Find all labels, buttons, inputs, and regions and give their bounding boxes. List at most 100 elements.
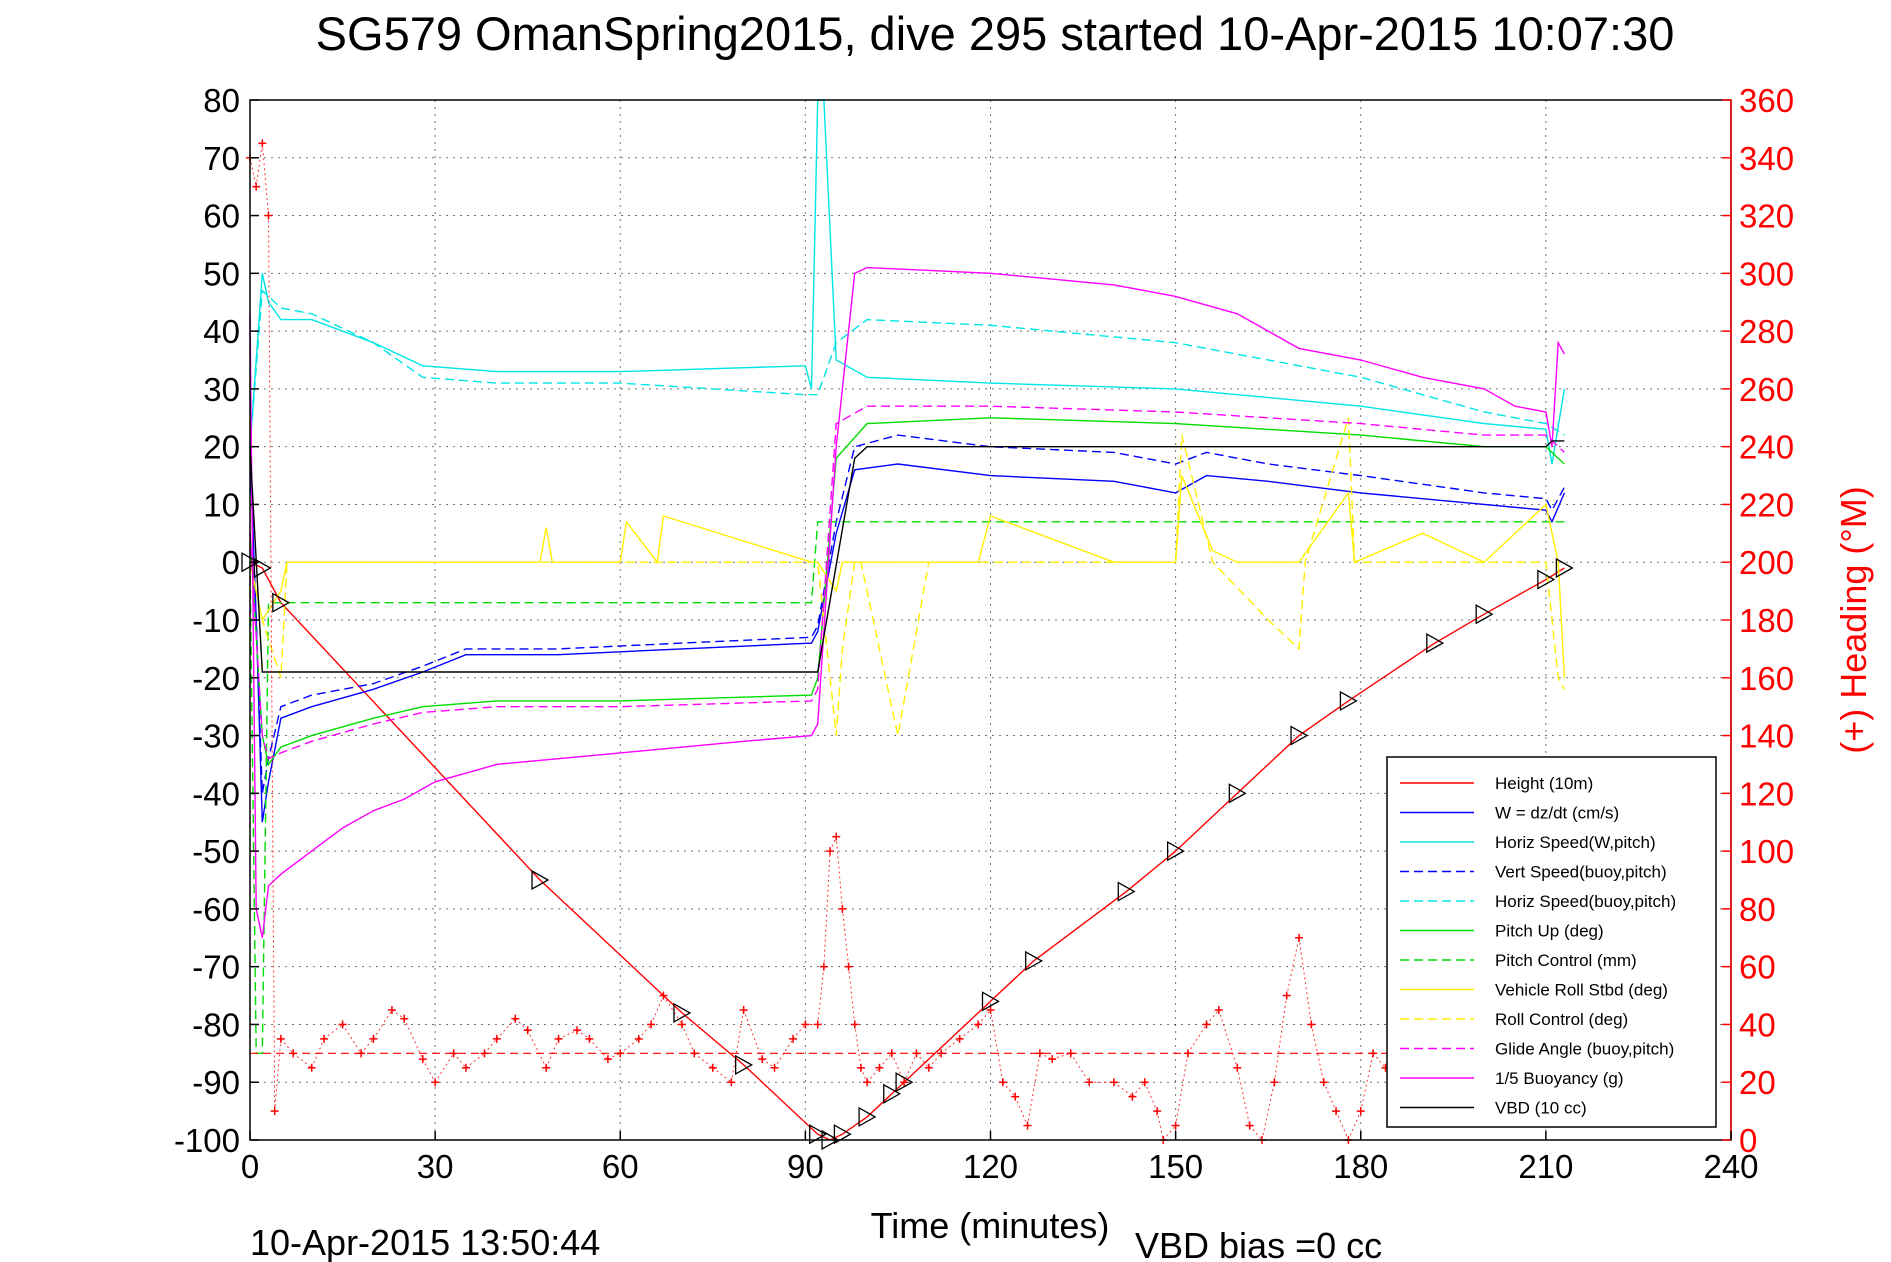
heading-point [1319,1078,1337,1112]
heading-point [542,1038,560,1072]
y-tick-label: -60 [192,891,240,928]
heading-point [603,1052,621,1064]
legend-label: 1/5 Buoyancy (g) [1495,1069,1624,1088]
y-right-tick-label: 280 [1739,313,1794,350]
heading-point [276,1034,294,1054]
y-axis-right-label: (+) Heading (°M) [1833,486,1874,753]
x-tick-label: 210 [1518,1148,1573,1185]
heading-point [511,1014,529,1031]
heading-point [647,995,664,1029]
heading-point [1140,1078,1158,1112]
height-marker [1426,632,1445,654]
legend-box [1386,756,1717,1128]
y-tick-label: -70 [192,949,240,986]
heading-point [320,1024,343,1043]
y-tick-label: -80 [192,1006,240,1043]
heading-point [1023,1053,1041,1130]
x-tick-label: 60 [602,1148,639,1185]
y-tick-label: 80 [203,82,240,119]
x-tick-label: 150 [1148,1148,1203,1185]
x-tick-label: 180 [1333,1148,1388,1185]
legend-label: Pitch Up (deg) [1495,922,1604,941]
footer-timestamp: 10-Apr-2015 13:50:44 [250,1222,600,1262]
heading-point [573,1026,590,1040]
heading-point [1214,1006,1238,1068]
height-marker [981,991,1000,1012]
heading-point [246,153,257,187]
heading-point [863,1067,880,1087]
heading-point [523,1026,547,1068]
heading-point [1183,1024,1207,1058]
heading-point [1307,1020,1325,1083]
heading-point [1153,1107,1164,1141]
heading-point [1245,1121,1263,1141]
y-right-tick-label: 0 [1739,1122,1757,1159]
heading-point [387,1006,405,1020]
height-marker [895,1072,914,1093]
heading-point [690,1049,714,1069]
heading-point [813,966,825,1029]
y-tick-label: -10 [192,602,240,639]
series-line-9 [249,405,1565,760]
legend-label: Horiz Speed(W,pitch) [1495,833,1656,852]
heading-point [826,836,837,856]
height-marker [1475,604,1494,625]
heading-point [634,1024,652,1043]
series-line-8 [249,417,1566,736]
heading-point [1171,1053,1189,1130]
y-right-tick-label: 180 [1739,602,1794,639]
x-axis-label: Time (minutes) [871,1205,1110,1246]
heading-point [554,1029,578,1043]
height-marker [809,1124,828,1145]
heading-point [585,1034,609,1060]
heading-point [1109,1078,1133,1098]
heading-point [1128,1081,1146,1101]
height-marker [1117,881,1136,902]
heading-point [252,143,263,191]
y-right-tick-label: 360 [1739,82,1794,119]
height-marker [1555,557,1574,579]
y-right-tick-label: 120 [1739,775,1794,812]
heading-point [844,962,856,1025]
y-right-tick-label: 260 [1739,371,1794,408]
heading-point [659,991,683,1025]
x-tick-label: 0 [241,1148,259,1185]
heading-point [1295,933,1312,1025]
heading-point [887,1049,905,1083]
height-marker [883,1083,902,1104]
heading-point [770,1038,794,1072]
height-marker [1228,783,1247,804]
heading-point [727,1009,745,1087]
legend-label: VBD (10 cc) [1495,1099,1587,1118]
footer-vbd-bias: VBD bias =0 cc [1135,1225,1382,1262]
heading-point [912,1049,930,1069]
heading-series [246,139,1563,1144]
legend-label: Vert Speed(buoy,pitch) [1495,863,1667,882]
legend-label: W = dz/dt (cm/s) [1495,804,1619,823]
y-right-tick-label: 200 [1739,544,1794,581]
series-line-1 [249,446,1566,823]
heading-point [900,1053,917,1087]
y-tick-label: -90 [192,1064,240,1101]
heading-point [986,1006,1004,1083]
height-marker [1290,725,1309,746]
height-marker [1339,690,1358,712]
heading-point [1356,1053,1374,1116]
heading-point [1270,995,1288,1087]
chart-title: SG579 OmanSpring2015, dive 295 started 1… [316,7,1675,60]
heading-point [1011,1092,1028,1126]
y-tick-label: 40 [203,313,240,350]
y-tick-label: -100 [174,1122,240,1159]
x-tick-label: 30 [417,1148,454,1185]
heading-point [1202,1009,1220,1029]
series-line-3 [249,434,1566,794]
y-right-tick-label: 140 [1739,718,1794,755]
legend-label: Height (10m) [1495,774,1593,793]
height-marker [531,869,550,891]
heading-point [270,1038,282,1116]
heading-point [1332,1107,1349,1141]
heading-point [1369,1049,1386,1069]
x-axis: 0 30 60 90 120 150 180 210 240 [241,1131,1759,1185]
series-line-2 [249,99,1566,465]
